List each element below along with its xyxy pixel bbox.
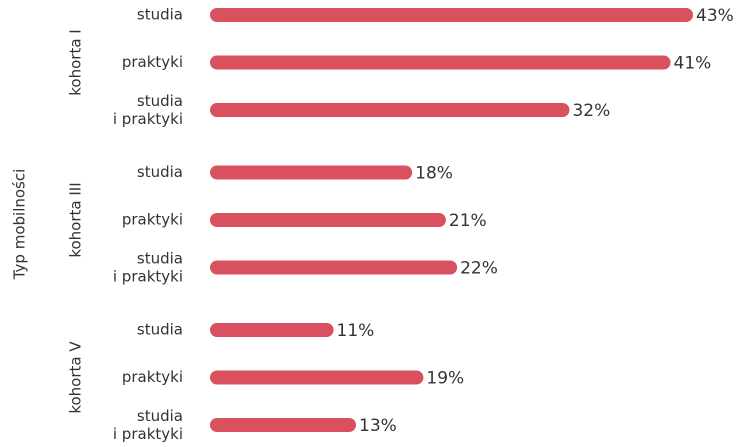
bar	[210, 165, 413, 180]
bar	[210, 8, 693, 22]
bar	[210, 323, 334, 337]
bar	[210, 213, 446, 227]
category-label: studia i praktyki	[113, 249, 183, 285]
group-label: kohorta III	[67, 182, 85, 257]
category-label: praktyki	[122, 368, 183, 386]
category-label: studia i praktyki	[113, 407, 183, 443]
bar	[210, 418, 357, 432]
axis-label: Typ mobilności	[11, 169, 29, 281]
category-label: studia	[137, 163, 183, 181]
group-label: kohorta I	[67, 29, 85, 95]
value-label: 11%	[337, 321, 375, 341]
bar	[210, 55, 671, 70]
value-label: 19%	[426, 369, 464, 389]
category-label: studia i praktyki	[113, 92, 183, 128]
value-label: 18%	[415, 164, 453, 184]
category-label: praktyki	[122, 53, 183, 71]
value-label: 21%	[449, 211, 487, 231]
category-label: studia	[137, 6, 183, 24]
group-label: kohorta V	[67, 341, 85, 414]
bar	[210, 103, 570, 117]
category-label: studia	[137, 321, 183, 339]
value-label: 22%	[460, 259, 498, 279]
value-label: 41%	[674, 54, 712, 74]
value-label: 13%	[359, 416, 397, 436]
value-label: 32%	[572, 101, 610, 121]
category-label: praktyki	[122, 211, 183, 229]
bar	[210, 370, 424, 385]
bar	[210, 260, 458, 275]
value-label: 43%	[696, 6, 734, 26]
